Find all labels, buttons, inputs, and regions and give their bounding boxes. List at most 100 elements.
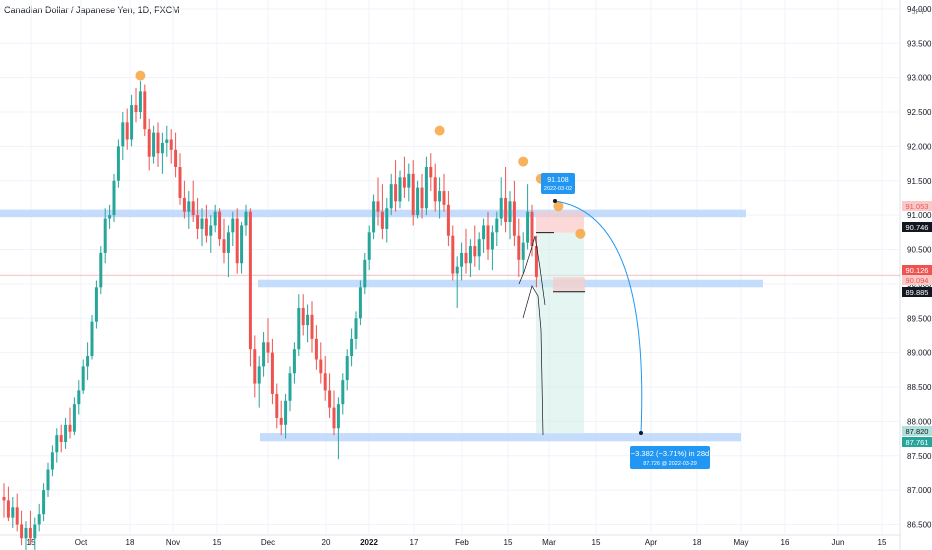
candle-body [358, 287, 362, 319]
projection-path-2 [522, 285, 544, 436]
y-tick-label: 87.500 [907, 452, 932, 461]
candle-body [2, 497, 6, 501]
candle-body [451, 235, 455, 274]
candle-body [103, 218, 107, 253]
candle-body [534, 246, 538, 277]
arc-start-point [553, 199, 557, 203]
x-tick-label: 18 [126, 538, 135, 547]
candle-body [147, 129, 151, 157]
candle-body [420, 187, 424, 209]
candle-body [50, 452, 54, 470]
candle-body [486, 225, 490, 250]
swing-marker [553, 201, 564, 212]
stop-zone [536, 211, 584, 233]
x-tick-label: 2022 [360, 538, 378, 547]
candle-body [288, 373, 292, 401]
price-label-bg [902, 287, 932, 297]
x-tick-label: May [733, 538, 748, 547]
x-tick-label: 15 [878, 538, 887, 547]
candle-body [191, 201, 195, 216]
candle-body [367, 232, 371, 260]
candle-body [24, 527, 28, 539]
arc-end-point [639, 431, 643, 435]
x-tick-label: 16 [781, 538, 790, 547]
x-tick-label: Nov [166, 538, 180, 547]
candle-body [28, 527, 32, 539]
candle-body [490, 232, 494, 250]
callout-high-bg [541, 173, 575, 194]
candle-body [81, 366, 85, 391]
candle-body [438, 191, 442, 202]
candle-body [306, 314, 310, 326]
price-label-bg [902, 222, 932, 232]
x-tick-label: 18 [693, 538, 702, 547]
candle-body [134, 105, 138, 112]
candle-body [11, 507, 15, 518]
candle-body [240, 225, 244, 264]
candle-body [200, 218, 204, 229]
candle-body [266, 342, 270, 353]
candle-body [310, 314, 314, 339]
candle-body [125, 122, 129, 140]
y-tick-label: 89.000 [907, 349, 932, 358]
x-tick-label: 17 [410, 538, 419, 547]
candle-body [77, 390, 81, 405]
candle-body [354, 318, 358, 339]
swing-marker [575, 228, 586, 239]
candle-body [477, 239, 481, 257]
candle-body [174, 149, 178, 167]
price-label-bg [902, 437, 932, 447]
target-arc [554, 200, 643, 434]
y-tick-label: 90.500 [907, 246, 932, 255]
candle-body [182, 197, 186, 212]
y-tick-label: 87.000 [907, 486, 932, 495]
candle-body [72, 404, 76, 432]
candle-body [455, 266, 459, 274]
currency-label: JPY [912, 9, 925, 16]
candle-body [336, 404, 340, 429]
candle-body [226, 232, 230, 253]
candle-body [473, 246, 477, 257]
candle-body [204, 218, 208, 236]
target-zone [536, 232, 584, 434]
candle-body [424, 167, 428, 209]
candle-body [209, 225, 213, 236]
x-tick-label: Oct [75, 538, 88, 547]
y-tick-label: 94.000 [907, 5, 932, 14]
candle-body [156, 132, 160, 154]
candle-body [116, 146, 120, 181]
x-tick-label: 15 [213, 538, 222, 547]
callout-high-date: 2022-03-02 [544, 186, 572, 192]
candle-body [59, 435, 63, 442]
y-tick-label: 91.500 [907, 177, 932, 186]
candle-body [6, 500, 10, 518]
candle-body [442, 191, 446, 205]
x-tick-label: Feb [455, 538, 469, 547]
candle-body [521, 242, 525, 260]
sr-zone [260, 433, 741, 442]
swing-marker [518, 156, 529, 167]
x-tick-label: Mar [542, 538, 556, 547]
price-label-bg [902, 275, 932, 285]
candle-body [398, 177, 402, 202]
candle-body [187, 201, 191, 212]
candle-body [376, 201, 380, 212]
callout-target-bg [630, 446, 710, 469]
candle-body [130, 105, 134, 140]
candle-body [482, 225, 486, 240]
y-tick-label: 92.000 [907, 142, 932, 151]
candle-body [64, 424, 68, 442]
candle-body [37, 514, 41, 525]
candle-body [495, 218, 499, 233]
candle-body [55, 435, 59, 453]
candle-body [508, 201, 512, 222]
candle-body [121, 122, 125, 147]
candle-body [68, 424, 72, 432]
candle-body [284, 400, 288, 425]
candle-body [350, 338, 354, 357]
candle-body [460, 252, 464, 267]
candle-body [526, 211, 530, 243]
price-label: 91.053 [906, 202, 929, 211]
candle-body [407, 173, 411, 188]
